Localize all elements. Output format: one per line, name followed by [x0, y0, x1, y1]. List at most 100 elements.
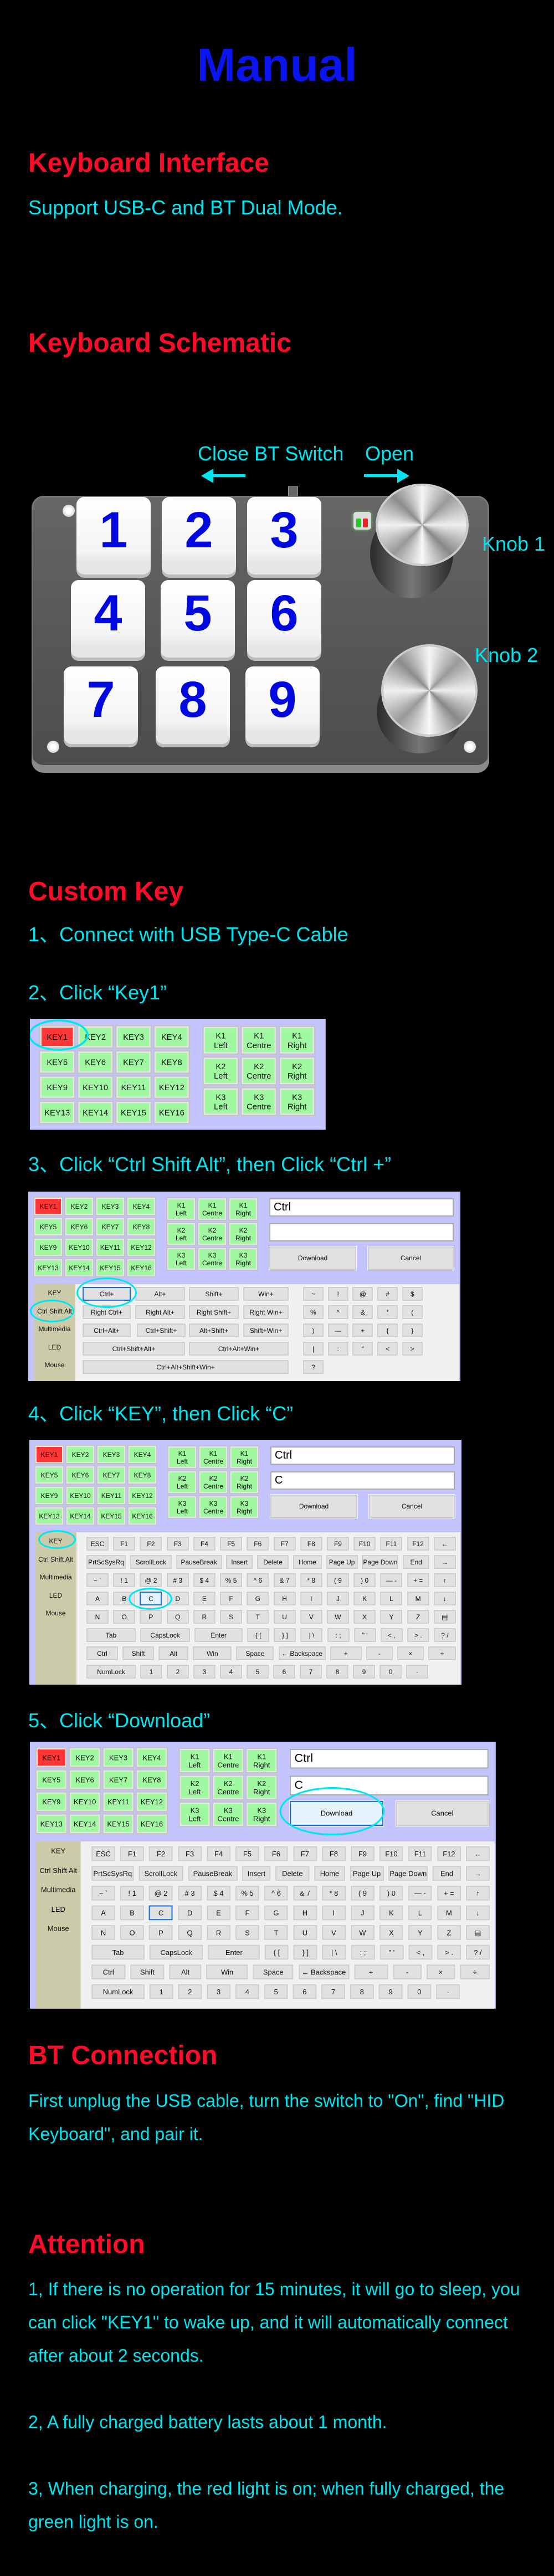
knob-button-k3-left[interactable]: K3 Left — [178, 1801, 211, 1828]
symbol-button[interactable]: + — [352, 1323, 374, 1338]
knob-button-k1-right[interactable]: K1 Right — [228, 1197, 258, 1221]
keyboard-key[interactable]: → — [465, 1865, 491, 1882]
keyboard-key[interactable]: ( 9 — [326, 1573, 350, 1588]
keyboard-key[interactable]: I — [299, 1591, 323, 1606]
knob-button-k1-centre[interactable]: K1 Centre — [212, 1747, 245, 1774]
key-button-key2[interactable]: KEY2 — [69, 1747, 101, 1768]
sidebar-item-mouse[interactable]: Mouse — [47, 1924, 69, 1933]
keyboard-key[interactable]: F8 — [299, 1536, 323, 1551]
knob-button-k1-left[interactable]: K1 Left — [166, 1197, 196, 1221]
keyboard-key[interactable]: F4 — [206, 1845, 232, 1862]
keyboard-key[interactable]: F12 — [436, 1845, 461, 1862]
keyboard-key[interactable]: G — [246, 1591, 270, 1606]
symbol-button[interactable]: * — [377, 1305, 399, 1320]
keyboard-key[interactable]: ) 0 — [353, 1573, 377, 1588]
sidebar-item-mouse[interactable]: Mouse — [44, 1361, 65, 1369]
keyboard-key[interactable]: D — [177, 1905, 203, 1921]
knob-button-k2-centre[interactable]: K2 Centre — [198, 1470, 228, 1494]
knob-button-k3-right[interactable]: K3 Right — [229, 1495, 259, 1519]
keyboard-key[interactable]: 5 — [246, 1664, 269, 1679]
keyboard-key[interactable]: ScrollLock — [129, 1554, 172, 1569]
key-button-key9[interactable]: KEY9 — [34, 1486, 64, 1505]
keyboard-key[interactable]: ~ ` — [90, 1885, 116, 1901]
keyboard-key[interactable]: ~ ` — [86, 1573, 109, 1588]
keyboard-key[interactable]: 7 — [320, 1983, 346, 2000]
modifier-button[interactable]: Ctrl+Shift+ — [136, 1323, 186, 1338]
keyboard-key[interactable]: 2 — [177, 1983, 203, 2000]
key-button-key15[interactable]: KEY15 — [95, 1258, 125, 1277]
keyboard-key[interactable]: NumLock — [86, 1664, 136, 1679]
shortcut-modifier-field[interactable]: Ctrl — [269, 1198, 454, 1217]
keyboard-key[interactable]: PrtScSysRq — [86, 1554, 126, 1569]
keyboard-key[interactable]: ← Backspace — [297, 1964, 350, 1980]
keyboard-key[interactable]: J — [350, 1905, 376, 1921]
key-button-key10[interactable]: KEY10 — [76, 1075, 114, 1100]
keyboard-key[interactable]: Page Up — [325, 1554, 358, 1569]
shortcut-modifier-field[interactable]: Ctrl — [289, 1748, 489, 1769]
keyboard-key[interactable]: % 5 — [219, 1573, 243, 1588]
symbol-button[interactable]: ( — [401, 1305, 423, 1320]
keyboard-key[interactable]: D — [166, 1591, 189, 1606]
key-button-key13[interactable]: KEY13 — [34, 1506, 64, 1526]
keyboard-key[interactable]: | \ — [300, 1628, 324, 1643]
shortcut-key-field[interactable]: C — [289, 1776, 489, 1796]
keyboard-key[interactable]: F5 — [219, 1536, 243, 1551]
keyboard-key[interactable]: Q — [166, 1609, 189, 1624]
keyboard-key[interactable]: Space — [235, 1646, 275, 1661]
keyboard-key[interactable]: @ 2 — [148, 1885, 174, 1901]
modifier-button[interactable]: Right Shift+ — [188, 1305, 239, 1320]
key-button-key15[interactable]: KEY15 — [96, 1506, 126, 1526]
keyboard-key[interactable]: ^ 6 — [246, 1573, 270, 1588]
keyboard-key[interactable]: F3 — [166, 1536, 189, 1551]
keyboard-key[interactable]: CapsLock — [140, 1628, 191, 1643]
keyboard-key[interactable]: Page Down — [388, 1865, 429, 1882]
key-button-key6[interactable]: KEY6 — [64, 1217, 94, 1236]
sidebar-item-key[interactable]: KEY — [49, 1537, 63, 1545]
sidebar-item-led[interactable]: LED — [49, 1591, 63, 1599]
keyboard-key[interactable]: " ' — [353, 1628, 377, 1643]
keyboard-key[interactable]: T — [246, 1609, 270, 1624]
keyboard-key[interactable]: F — [219, 1591, 243, 1606]
knob-button-k2-right[interactable]: K2 Right — [229, 1470, 259, 1494]
key-button-key6[interactable]: KEY6 — [69, 1769, 101, 1790]
keyboard-key[interactable]: Delete — [257, 1554, 290, 1569]
symbol-button[interactable]: ~ — [302, 1286, 324, 1301]
keyboard-key[interactable]: 9 — [352, 1664, 376, 1679]
cancel-button[interactable]: Cancel — [367, 1246, 454, 1270]
key-button-key11[interactable]: KEY11 — [115, 1075, 152, 1100]
symbol-button[interactable]: $ — [401, 1286, 423, 1301]
keyboard-key[interactable]: · — [435, 1983, 461, 2000]
keyboard-key[interactable]: " ' — [379, 1944, 404, 1961]
keyboard-key[interactable]: Z — [436, 1924, 461, 1941]
keyboard-key[interactable]: · — [406, 1664, 429, 1679]
keyboard-key[interactable]: O — [119, 1924, 145, 1941]
keyboard-key[interactable]: 0 — [407, 1983, 432, 2000]
keyboard-key[interactable]: F1 — [119, 1845, 145, 1862]
keyboard-key[interactable]: + — [353, 1964, 389, 1980]
knob-button-k1-right[interactable]: K1 Right — [245, 1747, 278, 1774]
keyboard-key[interactable]: F7 — [292, 1845, 318, 1862]
sidebar-item-led[interactable]: LED — [51, 1905, 65, 1913]
modifier-button[interactable]: Right Ctrl+ — [82, 1305, 131, 1320]
keyboard-key[interactable]: Q — [177, 1924, 203, 1941]
knob-button-k2-centre[interactable]: K2 Centre — [197, 1222, 227, 1246]
knob-button-k3-left[interactable]: K3 Left — [202, 1086, 239, 1116]
download-button[interactable]: Download — [289, 1800, 384, 1827]
modifier-button[interactable]: Win+ — [243, 1286, 289, 1301]
keyboard-key[interactable]: # 3 — [166, 1573, 189, 1588]
key-button-key2[interactable]: KEY2 — [65, 1445, 95, 1464]
sidebar-item-key[interactable]: KEY — [51, 1846, 66, 1855]
sidebar-item-multimedia[interactable]: Multimedia — [39, 1573, 72, 1581]
knob-button-k1-left[interactable]: K1 Left — [178, 1747, 211, 1774]
keyboard-key[interactable]: F10 — [353, 1536, 377, 1551]
key-button-key9[interactable]: KEY9 — [38, 1075, 76, 1100]
symbol-button[interactable]: : — [327, 1341, 349, 1356]
key-button-key5[interactable]: KEY5 — [35, 1769, 68, 1790]
keyboard-key[interactable]: 1 — [140, 1664, 163, 1679]
keyboard-key[interactable]: O — [112, 1609, 136, 1624]
keyboard-key[interactable]: ^ 6 — [263, 1885, 289, 1901]
keyboard-key[interactable]: S — [219, 1609, 243, 1624]
keyboard-key[interactable]: Insert — [241, 1865, 271, 1882]
keyboard-key[interactable]: J — [326, 1591, 350, 1606]
keyboard-key[interactable]: P — [139, 1609, 163, 1624]
